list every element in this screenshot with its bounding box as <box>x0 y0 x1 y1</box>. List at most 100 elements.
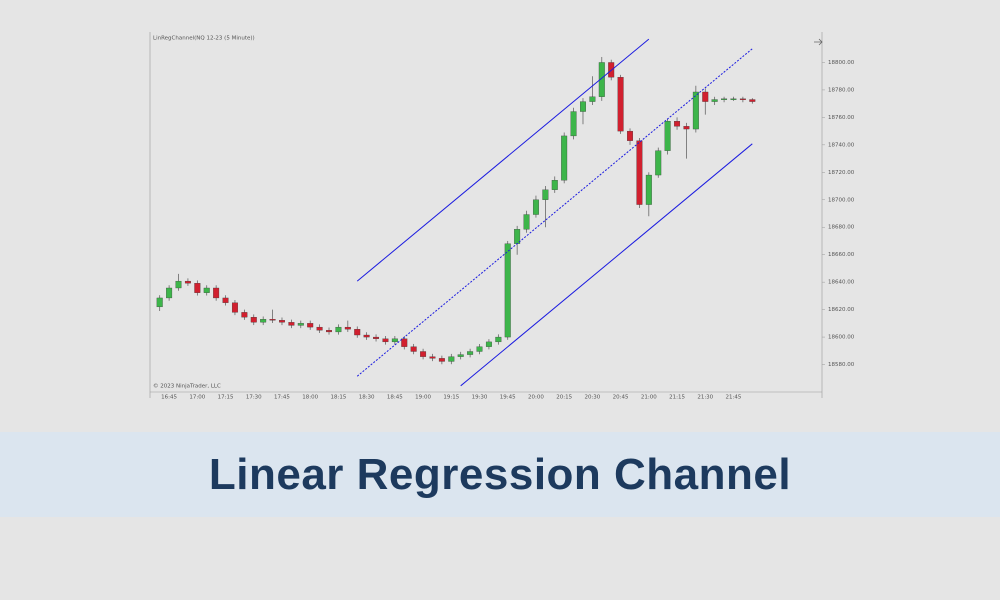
y-tick-label: 18760.00 <box>828 115 855 121</box>
candle-body <box>203 287 210 293</box>
chart: LinRegChannel(NQ 12-23 (5 Minute)) © 202… <box>149 32 855 401</box>
x-tick-label: 19:00 <box>415 395 431 401</box>
candle-body <box>213 287 220 299</box>
x-tick-label: 17:45 <box>274 395 290 401</box>
candle-body <box>231 302 238 313</box>
candle-body <box>523 214 530 230</box>
candle-body <box>457 354 464 357</box>
x-tick-label: 17:30 <box>246 395 262 401</box>
x-tick-label: 20:00 <box>528 395 544 401</box>
x-tick-label: 18:45 <box>387 395 403 401</box>
candle-body <box>438 358 445 362</box>
candle-body <box>467 351 474 355</box>
candle-body <box>617 77 624 132</box>
x-tick-label: 21:45 <box>726 395 742 401</box>
candle-body <box>664 121 671 151</box>
candle-body <box>250 317 257 323</box>
candle-body <box>749 99 756 102</box>
candle-body <box>692 91 699 130</box>
candle-body <box>326 330 332 333</box>
candle-body <box>335 326 342 333</box>
x-tick-label: 21:15 <box>669 395 685 401</box>
y-tick-label: 18580.00 <box>828 362 855 368</box>
candle-body <box>561 135 568 181</box>
candle-body <box>297 323 304 326</box>
x-tick-label: 17:15 <box>218 395 234 401</box>
candle-body <box>598 62 605 97</box>
y-tick-label: 18720.00 <box>828 170 855 176</box>
candle-body <box>279 320 285 323</box>
candle-body <box>636 140 643 205</box>
candle-body <box>711 99 718 102</box>
candle-body <box>175 280 182 289</box>
candle-body <box>156 297 163 308</box>
watermark: © 2023 NinjaTrader, LLC <box>153 383 221 390</box>
x-tick-label: 20:15 <box>556 395 572 401</box>
candle-body <box>542 189 549 200</box>
candle-body <box>363 334 370 338</box>
x-tick-label: 21:30 <box>697 395 713 401</box>
candle-body <box>730 98 737 100</box>
candle-body <box>532 199 539 215</box>
candle-body <box>570 111 577 137</box>
chart-header: LinRegChannel(NQ 12-23 (5 Minute)) <box>153 36 255 42</box>
x-tick-label: 19:45 <box>500 395 516 401</box>
candle-body <box>485 341 492 347</box>
x-tick-label: 19:30 <box>472 395 488 401</box>
y-tick-label: 18800.00 <box>828 60 855 66</box>
scroll-arrow <box>814 38 823 46</box>
candle-body <box>580 101 586 112</box>
candle-body <box>739 98 746 100</box>
candle-body <box>269 319 276 321</box>
candle-body <box>288 322 295 326</box>
candle-body <box>627 130 633 141</box>
candle-body <box>420 351 427 357</box>
y-tick-label: 18780.00 <box>828 87 855 93</box>
candle-body <box>184 280 191 284</box>
banner: Linear Regression Channel <box>0 432 1000 517</box>
candle-body <box>448 356 455 362</box>
candle-body <box>222 297 229 303</box>
x-tick-label: 20:30 <box>584 395 600 401</box>
x-tick-label: 20:45 <box>613 395 629 401</box>
x-tick-label: 16:45 <box>161 395 177 401</box>
x-tick-label: 18:00 <box>302 395 318 401</box>
candle-body <box>373 336 380 339</box>
candle-body <box>674 121 681 127</box>
y-tick-label: 18660.00 <box>828 252 855 258</box>
x-tick-label: 17:00 <box>189 395 205 401</box>
y-tick-label: 18680.00 <box>828 225 855 231</box>
candle-body <box>382 338 389 343</box>
candle-body <box>166 287 173 299</box>
candle-body <box>260 319 267 323</box>
candle-body <box>721 98 728 100</box>
x-tick-label: 18:30 <box>359 395 375 401</box>
y-tick-label: 18740.00 <box>828 142 855 148</box>
y-tick-label: 18700.00 <box>828 197 855 203</box>
x-tick-label: 21:00 <box>641 395 657 401</box>
y-tick-label: 18600.00 <box>828 335 855 341</box>
candle-body <box>344 326 351 330</box>
candle-body <box>241 312 248 318</box>
candle-body <box>410 346 417 352</box>
candle-body <box>391 338 398 343</box>
channel-middle <box>356 48 753 377</box>
candle-body <box>495 336 502 343</box>
candle-body <box>401 338 408 347</box>
candle-body <box>683 126 690 130</box>
x-tick-label: 19:15 <box>443 395 459 401</box>
candle-body <box>655 150 662 176</box>
candle-body <box>316 326 323 331</box>
channel-upper <box>356 38 650 282</box>
candle-body <box>429 356 436 359</box>
candle-body <box>307 323 314 328</box>
channel-lower <box>460 143 753 387</box>
x-tick-label: 18:15 <box>330 395 346 401</box>
candle-body <box>589 96 596 102</box>
y-tick-label: 18620.00 <box>828 307 855 313</box>
candle-body <box>702 91 709 102</box>
candle-body <box>194 283 201 293</box>
candle-body <box>504 243 511 338</box>
candle-body <box>551 180 558 190</box>
